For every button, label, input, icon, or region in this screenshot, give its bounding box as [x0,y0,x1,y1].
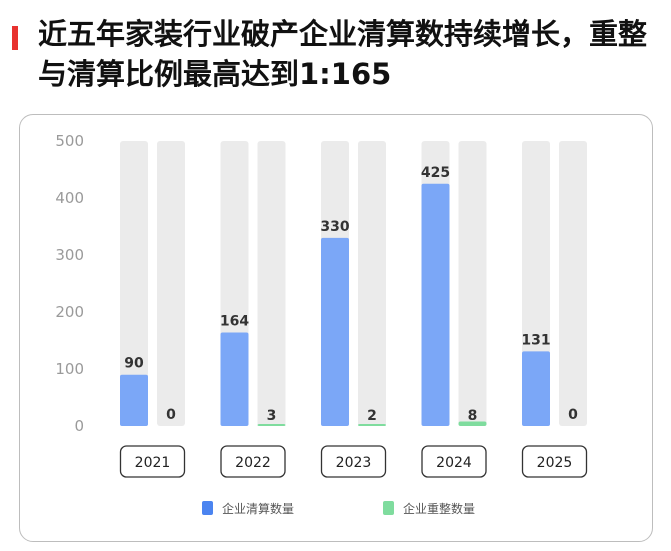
y-tick-label: 400 [55,189,84,207]
bar-track-reorganization [358,141,386,426]
category-label: 2024 [436,455,472,471]
data-label-reorganization: 0 [166,407,176,423]
y-tick-label: 100 [55,360,84,378]
bar-track-reorganization [157,141,185,426]
category-label: 2022 [235,455,271,471]
bar-track-reorganization [257,141,286,426]
bar-liquidation [220,332,249,426]
bar-reorganization [458,421,487,426]
category-box [320,445,387,478]
data-label-reorganization: 0 [568,407,578,423]
bar-reorganization [358,424,386,426]
category-label: 2025 [537,455,573,471]
data-label-reorganization: 3 [267,408,277,424]
category-box [521,445,588,478]
title-accent-bar [12,26,18,50]
legend-label-liquidation: 企业清算数量 [222,501,294,516]
legend-swatch-reorganization [383,501,394,515]
bar-track-reorganization [458,141,487,426]
legend-label-reorganization: 企业重整数量 [403,501,475,516]
data-label-liquidation: 131 [521,332,550,348]
y-tick-label: 200 [55,303,84,321]
y-tick-label: 300 [55,246,84,264]
bar-track-reorganization [559,141,587,426]
category-box [421,445,487,478]
legend-swatch-liquidation [202,501,213,515]
page-title: 近五年家装行业破产企业清算数持续增长，重整与清算比例最高达到1:165 [38,17,648,91]
data-label-liquidation: 164 [220,314,249,330]
category-label: 2023 [336,455,372,471]
data-label-liquidation: 90 [124,356,144,372]
data-label-reorganization: 2 [367,408,377,424]
data-label-liquidation: 330 [320,219,349,235]
category-box [119,445,186,478]
bar-liquidation [522,351,550,426]
data-label-liquidation: 425 [421,165,450,181]
category-label: 2021 [135,455,171,471]
bar-reorganization [257,424,286,426]
bar-liquidation [321,237,349,426]
y-tick-label: 0 [74,417,84,435]
y-tick-label: 500 [55,132,84,150]
bar-liquidation [421,183,450,426]
bar-liquidation [120,374,148,426]
data-label-reorganization: 8 [468,408,478,424]
bar-track-liquidation [120,141,148,426]
category-box [220,445,286,478]
